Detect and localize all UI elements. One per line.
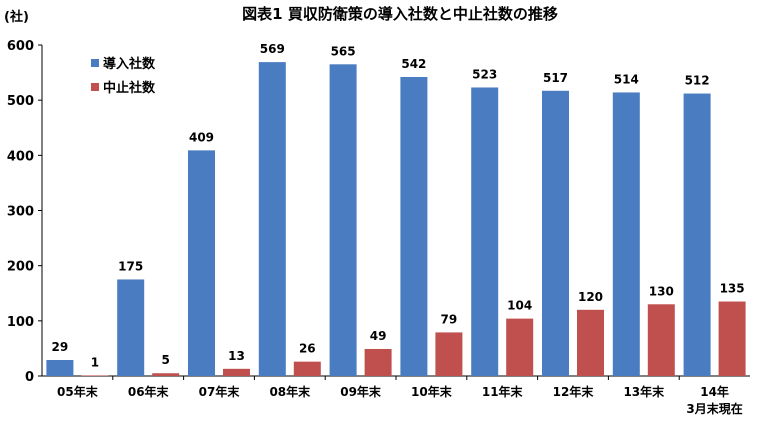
bar-introduced <box>612 92 640 377</box>
legend-swatch <box>91 83 99 91</box>
bar-discontinued <box>647 304 675 376</box>
bar-discontinued <box>435 332 463 376</box>
bar-discontinued <box>577 309 604 376</box>
data-label: 409 <box>189 130 214 144</box>
data-label: 5 <box>162 353 170 367</box>
x-tick-label: 08年末 <box>269 384 311 399</box>
data-label: 49 <box>370 329 387 343</box>
data-label: 79 <box>441 312 458 326</box>
y-tick-labels: 0 100 200 300 400 500 600 <box>7 39 34 385</box>
x-tick-labels: 05年末 06年末 07年末 08年末 09年末 10年末 11年末 12年末 13年末 14年 3… <box>57 384 743 416</box>
bar-introduced <box>46 360 74 376</box>
y-tick-label: 300 <box>7 205 34 220</box>
data-label: 104 <box>507 299 532 313</box>
bar-discontinued <box>718 301 746 376</box>
y-tick-label: 500 <box>7 94 34 109</box>
y-tick-label: 600 <box>7 39 34 54</box>
x-tick-label: 05年末 <box>57 384 99 399</box>
x-tick-sublabel: 3月末現在 <box>686 401 742 416</box>
chart-title: 図表1 買収防衛策の導入社数と中止社数の推移 <box>242 5 558 23</box>
data-label: 542 <box>401 57 426 71</box>
bar-discontinued <box>364 348 392 376</box>
data-labels: 29 1 175 5 409 13 569 26 565 49 542 79 523 104 517 120 5… <box>52 42 745 369</box>
bar-introduced <box>188 150 215 376</box>
data-label: 29 <box>52 340 69 354</box>
y-tick-label: 100 <box>7 315 34 330</box>
legend-label: 中止社数 <box>103 80 156 96</box>
bar-introduced <box>400 76 428 376</box>
data-label: 120 <box>578 290 603 304</box>
data-label: 135 <box>720 282 745 296</box>
data-label: 1 <box>91 355 99 369</box>
bar-introduced <box>683 93 711 377</box>
bar-introduced <box>258 62 286 377</box>
x-tick-label: 13年末 <box>623 384 665 399</box>
y-tick-label: 400 <box>7 149 34 164</box>
y-tick-label: 200 <box>7 260 34 275</box>
data-label: 517 <box>543 71 568 85</box>
data-label: 13 <box>228 349 245 363</box>
x-tick-label: 09年末 <box>340 384 382 399</box>
bar-discontinued <box>81 375 109 376</box>
bars <box>46 62 746 377</box>
data-label: 565 <box>331 44 356 58</box>
x-tick-label: 06年末 <box>128 384 170 399</box>
bar-introduced <box>471 87 499 376</box>
legend-label: 導入社数 <box>103 56 156 72</box>
bar-introduced <box>329 64 357 376</box>
bar-discontinued <box>293 361 321 376</box>
data-label: 130 <box>649 284 674 298</box>
bar-discontinued <box>152 373 180 376</box>
bar-introduced <box>117 279 145 376</box>
data-label: 175 <box>118 259 143 273</box>
data-label: 569 <box>260 42 285 56</box>
x-tick-label: 14年 <box>700 384 729 399</box>
data-label: 514 <box>614 72 639 86</box>
bar-introduced <box>542 90 569 376</box>
x-tick-label: 07年末 <box>199 384 241 399</box>
data-label: 26 <box>299 342 316 356</box>
data-label: 512 <box>685 74 710 88</box>
y-axis-unit: (社) <box>4 9 29 25</box>
x-tick-label: 12年末 <box>553 384 595 399</box>
x-tick-label: 11年末 <box>482 384 524 399</box>
bar-discontinued <box>223 368 250 376</box>
data-label: 523 <box>472 67 497 81</box>
y-tick-label: 0 <box>25 370 34 385</box>
legend-swatch <box>91 59 99 67</box>
bar-discontinued <box>506 318 534 376</box>
x-tick-label: 10年末 <box>411 384 453 399</box>
